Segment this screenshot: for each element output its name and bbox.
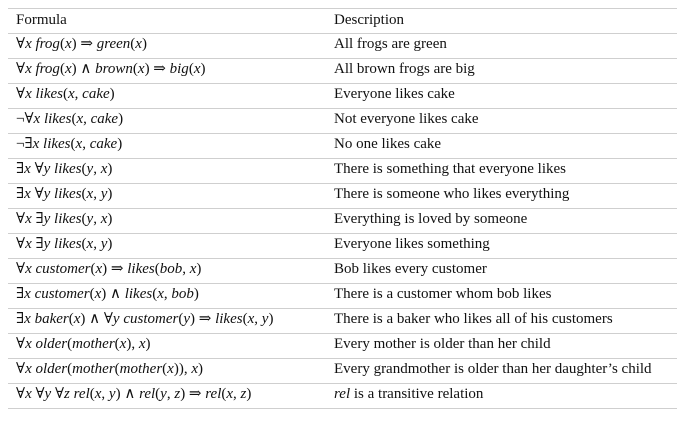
description-cell: There is a customer whom bob likes [326,283,677,309]
description-cell: Bob likes every customer [326,258,677,284]
formula-cell: ∀x ∀y ∀z rel(x, y) ∧ rel(y, z) ⇒ rel(x, … [8,383,326,409]
table-row: ∃x baker(x) ∧ ∀y customer(y) ⇒ likes(x, … [8,308,677,334]
formula-cell: ∀x older(mother(x), x) [8,333,326,359]
formula-cell: ¬∃x likes(x, cake) [8,133,326,159]
formula-column-header: Formula [8,8,326,34]
table-row: ∀x older(mother(mother(x)), x) Every gra… [8,358,677,384]
description-cell: No one likes cake [326,133,677,159]
description-cell: All brown frogs are big [326,58,677,84]
description-cell: Everything is loved by someone [326,208,677,234]
description-cell: rel is a transitive relation [326,383,677,409]
description-cell: All frogs are green [326,33,677,59]
description-cell: Everyone likes cake [326,83,677,109]
table-row: ∀x customer(x) ⇒ likes(bob, x) Bob likes… [8,258,677,284]
table-row: ∃x ∀y likes(y, x) There is something tha… [8,158,677,184]
description-cell: Not everyone likes cake [326,108,677,134]
table-row: ∀x frog(x) ∧ brown(x) ⇒ big(x) All brown… [8,58,677,84]
formula-cell: ¬∀x likes(x, cake) [8,108,326,134]
formula-table: Formula Description ∀x frog(x) ⇒ green(x… [8,8,677,409]
table-row: ∃x ∀y likes(x, y) There is someone who l… [8,183,677,209]
formula-cell: ∃x customer(x) ∧ likes(x, bob) [8,283,326,309]
description-cell: Every mother is older than her child [326,333,677,359]
description-cell: There is a baker who likes all of his cu… [326,308,677,334]
table-row: ¬∃x likes(x, cake) No one likes cake [8,133,677,159]
formula-cell: ∃x ∀y likes(x, y) [8,183,326,209]
description-cell: There is someone who likes everything [326,183,677,209]
table-row: ∀x ∀y ∀z rel(x, y) ∧ rel(y, z) ⇒ rel(x, … [8,383,677,409]
formula-cell: ∀x older(mother(mother(x)), x) [8,358,326,384]
formula-cell: ∀x customer(x) ⇒ likes(bob, x) [8,258,326,284]
table-header-row: Formula Description [8,8,677,34]
formula-cell: ∃x baker(x) ∧ ∀y customer(y) ⇒ likes(x, … [8,308,326,334]
formula-cell: ∀x frog(x) ∧ brown(x) ⇒ big(x) [8,58,326,84]
table-row: ∀x older(mother(x), x) Every mother is o… [8,333,677,359]
table-row: ∀x ∃y likes(y, x) Everything is loved by… [8,208,677,234]
description-column-header: Description [326,8,677,34]
formula-cell: ∀x frog(x) ⇒ green(x) [8,33,326,59]
description-cell: Everyone likes something [326,233,677,259]
table-row: ∃x customer(x) ∧ likes(x, bob) There is … [8,283,677,309]
formula-cell: ∃x ∀y likes(y, x) [8,158,326,184]
formula-cell: ∀x ∃y likes(y, x) [8,208,326,234]
table-row: ∀x frog(x) ⇒ green(x) All frogs are gree… [8,33,677,59]
description-cell: Every grandmother is older than her daug… [326,358,677,384]
table-row: ∀x likes(x, cake) Everyone likes cake [8,83,677,109]
table-row: ∀x ∃y likes(x, y) Everyone likes somethi… [8,233,677,259]
formula-cell: ∀x likes(x, cake) [8,83,326,109]
description-cell: There is something that everyone likes [326,158,677,184]
table-row: ¬∀x likes(x, cake) Not everyone likes ca… [8,108,677,134]
formula-cell: ∀x ∃y likes(x, y) [8,233,326,259]
